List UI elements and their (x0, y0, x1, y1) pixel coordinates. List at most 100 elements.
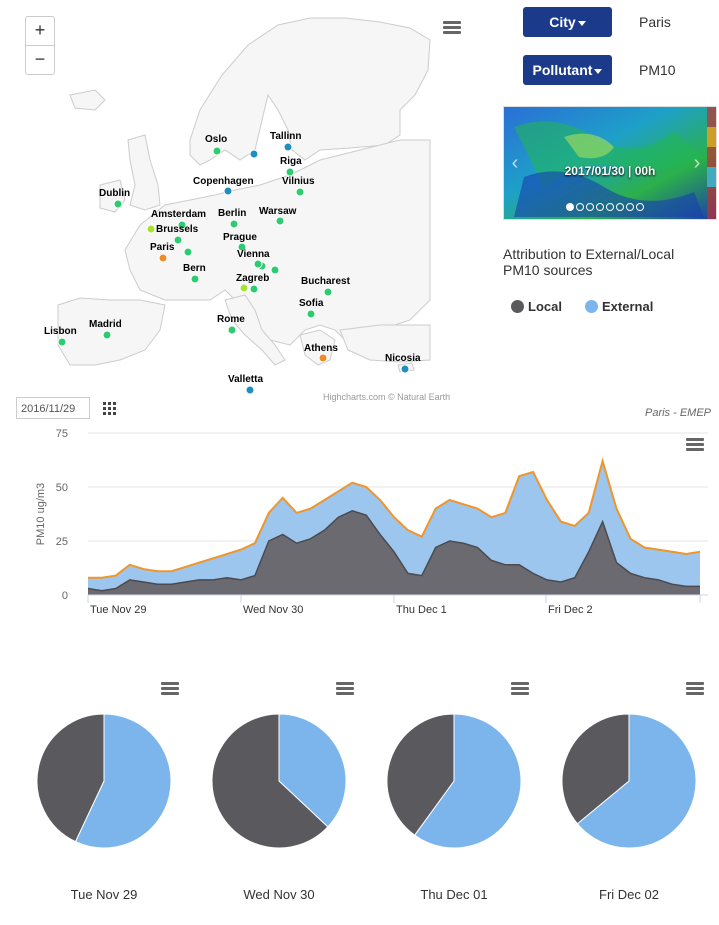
forecast-carousel[interactable]: ‹ › 2017/01/30 | 00h (503, 106, 717, 220)
map-zoom-control: + − (25, 16, 55, 75)
map-credits[interactable]: Highcharts.com © Natural Earth (323, 392, 451, 402)
city-label-lisbon[interactable]: Lisbon (44, 326, 77, 337)
city-marker[interactable] (173, 235, 183, 245)
city-label-zagreb[interactable]: Zagreb (236, 273, 269, 284)
chevron-right-icon[interactable]: › (693, 152, 701, 174)
pie-slice-external[interactable] (413, 713, 522, 849)
legend-local[interactable]: Local (511, 298, 562, 316)
pie-slice-local[interactable] (561, 713, 630, 825)
pie-menu-icon-3[interactable] (511, 682, 529, 696)
city-label-prague[interactable]: Prague (223, 232, 257, 243)
pie-slice-external[interactable] (278, 713, 347, 828)
uk-shape (127, 134, 161, 211)
city-marker-lisbon[interactable] (57, 337, 67, 347)
iceland-shape (69, 89, 106, 111)
city-marker-vilnius[interactable] (295, 187, 305, 197)
city-label-nicosia[interactable]: Nicosia (385, 353, 421, 364)
carousel-dot[interactable] (596, 203, 604, 211)
city-marker-madrid[interactable] (102, 330, 112, 340)
local-legend-label: Local (528, 299, 562, 315)
caret-down-icon (594, 68, 603, 74)
pie-slice-local[interactable] (36, 713, 105, 843)
city-marker-dublin[interactable] (113, 199, 123, 209)
city-marker[interactable] (183, 247, 193, 257)
pie-slice-external[interactable] (74, 713, 172, 849)
city-label-tallinn[interactable]: Tallinn (270, 131, 301, 142)
attribution-title: Attribution to External/Local PM10 sourc… (503, 246, 675, 278)
pie-slice-external[interactable] (576, 713, 697, 849)
city-marker-bucharest[interactable] (323, 287, 333, 297)
city-label-rome[interactable]: Rome (217, 314, 245, 325)
city-label-athens[interactable]: Athens (304, 343, 338, 354)
city-marker-tallinn[interactable] (283, 142, 293, 152)
city-marker-brussels[interactable] (146, 224, 156, 234)
legend-external[interactable]: External (585, 298, 653, 316)
city-button[interactable]: City (523, 7, 612, 37)
zoom-in-button[interactable]: + (34, 20, 46, 40)
external-area[interactable] (88, 461, 700, 595)
city-marker-nicosia[interactable] (400, 364, 410, 374)
city-label-berlin[interactable]: Berlin (218, 208, 246, 219)
city-marker-sofia[interactable] (306, 309, 316, 319)
city-label-madrid[interactable]: Madrid (89, 319, 122, 330)
city-label-paris[interactable]: Paris (150, 242, 175, 253)
carousel-dot[interactable] (586, 203, 594, 211)
city-marker-prague[interactable] (237, 242, 247, 252)
city-marker[interactable] (239, 283, 249, 293)
city-label-oslo[interactable]: Oslo (205, 134, 227, 145)
carousel-dot[interactable] (616, 203, 624, 211)
city-label-bern[interactable]: Bern (183, 263, 206, 274)
date-input[interactable]: 2016/11/29 (16, 397, 90, 419)
pie-slice-local[interactable] (386, 713, 455, 836)
pie-slice-local[interactable] (211, 713, 329, 849)
local-line[interactable] (87, 509, 700, 592)
carousel-dot[interactable] (606, 203, 614, 211)
pie-menu-icon-1[interactable] (161, 682, 179, 696)
carousel-dot[interactable] (636, 203, 644, 211)
area-chart-menu-icon[interactable] (686, 438, 704, 452)
city-marker[interactable] (270, 265, 280, 275)
map-menu-icon[interactable] (443, 21, 461, 35)
city-value: Paris (639, 14, 671, 30)
city-label-valletta[interactable]: Valletta (228, 374, 263, 385)
city-label-vilnius[interactable]: Vilnius (282, 176, 315, 187)
city-marker-athens[interactable] (318, 353, 328, 363)
city-marker-oslo[interactable] (212, 146, 222, 156)
city-label-bucharest[interactable]: Bucharest (301, 276, 351, 287)
pie-menu-icon-4[interactable] (686, 682, 704, 696)
city-marker-berlin[interactable] (229, 219, 239, 229)
pollutant-button[interactable]: Pollutant (523, 55, 612, 85)
zoom-out-button[interactable]: − (26, 45, 54, 74)
city-marker-rome[interactable] (227, 325, 237, 335)
city-label-copenhagen[interactable]: Copenhagen (193, 176, 254, 187)
city-marker-warsaw[interactable] (275, 216, 285, 226)
carousel-dot[interactable] (566, 203, 574, 211)
city-label-brussels[interactable]: Brussels (156, 224, 199, 235)
city-marker-riga[interactable] (285, 167, 295, 177)
city-marker-bern[interactable] (190, 274, 200, 284)
city-label-amsterdam[interactable]: Amsterdam (151, 209, 206, 220)
pie-menu-icon-2[interactable] (336, 682, 354, 696)
city-marker-vienna[interactable] (253, 259, 263, 269)
italy-shape (224, 294, 286, 366)
europe-map[interactable]: Oslo Tallinn Riga Copenhagen Vilnius Dublin Am… (0, 0, 470, 410)
city-marker-copenhagen[interactable] (223, 186, 233, 196)
city-label-dublin[interactable]: Dublin (99, 188, 130, 199)
city-marker-valletta[interactable] (245, 385, 255, 395)
city-marker-paris[interactable] (158, 253, 168, 263)
city-label-vienna[interactable]: Vienna (237, 249, 270, 260)
pie-label-1: Tue Nov 29 (70, 887, 138, 902)
city-label-riga[interactable]: Riga (280, 156, 302, 167)
city-marker[interactable] (249, 149, 259, 159)
city-marker-zagreb[interactable] (249, 284, 259, 294)
chart-subtitle: Paris - EMEP (644, 407, 711, 419)
carousel-dot[interactable] (576, 203, 584, 211)
chevron-left-icon[interactable]: ‹ (511, 152, 519, 174)
city-label-sofia[interactable]: Sofia (299, 298, 324, 309)
forecast-timestamp: 2017/01/30 | 00h (564, 164, 656, 178)
city-label-warsaw[interactable]: Warsaw (259, 206, 297, 217)
city-marker-amsterdam[interactable] (177, 220, 187, 230)
carousel-dot[interactable] (626, 203, 634, 211)
calendar-grid-icon[interactable] (103, 402, 116, 420)
external-line[interactable] (88, 457, 701, 579)
